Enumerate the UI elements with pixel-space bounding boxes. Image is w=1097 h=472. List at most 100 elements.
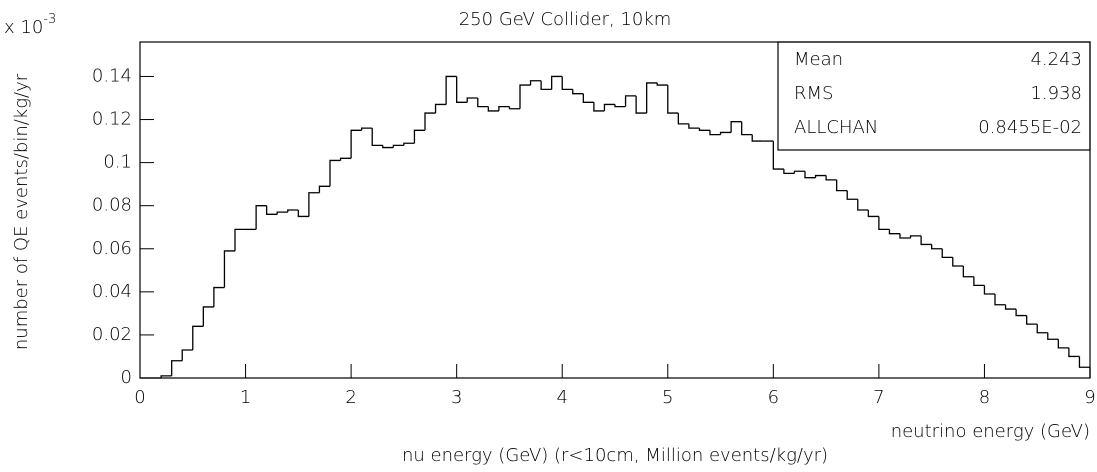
histogram-bin <box>952 257 964 267</box>
x-tick-label: 4 <box>556 387 567 408</box>
chart-title: 250 GeV Collider, 10km <box>459 9 672 30</box>
histogram-bin <box>1057 339 1069 349</box>
histogram-bin <box>624 95 637 107</box>
stats-value: 1.938 <box>1030 83 1082 104</box>
y-tick-label: 0.06 <box>92 238 132 259</box>
stats-value: 0.8455E-02 <box>978 117 1082 138</box>
histogram-bin <box>192 325 204 350</box>
y-multiplier: x 10-3 <box>4 12 56 39</box>
x-tick-label: 8 <box>979 387 990 408</box>
y-tick-label: 0.1 <box>103 152 132 173</box>
histogram-bin <box>456 76 468 103</box>
histogram-bin <box>1004 304 1017 310</box>
histogram-bin <box>529 80 542 86</box>
histogram-bin <box>593 102 605 112</box>
histogram-bin <box>561 76 573 91</box>
histogram-bin <box>1078 356 1091 378</box>
histogram-bin <box>994 294 1006 306</box>
histogram-bin <box>266 205 278 215</box>
x-tick-label: 0 <box>134 387 145 408</box>
histogram-bin <box>234 228 246 251</box>
x-tick-label: 9 <box>1084 387 1095 408</box>
histogram-bin <box>698 128 710 131</box>
histogram-bin <box>371 128 383 147</box>
histogram-bin <box>878 216 890 231</box>
histogram-bin <box>572 89 584 95</box>
stats-value: 4.243 <box>1030 49 1082 70</box>
histogram-bin <box>719 131 732 135</box>
histogram-bin <box>413 129 425 144</box>
x-tick-label: 7 <box>873 387 884 408</box>
histogram-bin <box>519 84 531 109</box>
histogram-bin <box>181 349 193 361</box>
histogram-bin <box>540 80 552 91</box>
y-axis-label: number of QE events/bin/kg/yr <box>11 73 32 350</box>
histogram-bin <box>171 360 183 376</box>
histogram-bin <box>329 159 341 187</box>
x-tick-label: 6 <box>768 387 779 408</box>
histogram-bin <box>403 142 415 146</box>
histogram-bin <box>223 250 235 288</box>
stats-label: Mean <box>794 49 843 70</box>
histogram-bin <box>297 210 309 218</box>
histogram-bin <box>688 123 700 129</box>
plot-frame <box>139 41 1091 379</box>
histogram-bin <box>888 229 900 235</box>
histogram-bin <box>1015 309 1027 317</box>
histogram-bin <box>899 233 911 239</box>
histogram-bin <box>202 306 214 327</box>
histogram-bin <box>603 103 615 111</box>
histogram-bin <box>350 129 362 159</box>
histogram-bin <box>836 179 848 192</box>
histogram-bin <box>498 105 510 111</box>
histogram-bin <box>477 98 489 108</box>
histogram-bin <box>1026 315 1038 325</box>
histogram-bin <box>814 174 827 178</box>
x-tick-label: 1 <box>240 387 251 408</box>
histogram-bin <box>445 75 457 105</box>
histogram-bin <box>677 113 689 125</box>
histogram-bin <box>382 145 394 149</box>
stats-label: ALLCHAN <box>794 117 878 138</box>
histogram-bin <box>867 210 879 218</box>
histogram-bin <box>772 141 784 170</box>
histogram-bin <box>287 209 299 213</box>
histogram-bin <box>741 121 753 136</box>
histogram-bin <box>825 175 837 181</box>
histogram-bin <box>308 192 320 217</box>
y-tick-label: 0.08 <box>92 195 132 216</box>
histogram-bin <box>962 266 974 278</box>
histogram-bin <box>656 82 668 86</box>
histogram-bin <box>255 205 267 230</box>
histogram-bin <box>909 235 922 238</box>
histogram-bin <box>804 171 816 179</box>
y-multiplier-exponent: -3 <box>43 12 56 27</box>
y-tick-label: 0.12 <box>92 109 132 130</box>
histogram-bin <box>1036 324 1048 334</box>
histogram-bin <box>434 103 447 114</box>
histogram-bin <box>213 286 225 307</box>
x-tick-label: 5 <box>662 387 673 408</box>
histogram-bin <box>361 127 373 131</box>
stats-box <box>777 41 1091 151</box>
histogram-bin <box>846 190 858 200</box>
caption: nu energy (GeV) (r<10cm, Million events/… <box>402 445 828 466</box>
histogram-bin <box>1068 347 1080 358</box>
histogram-bin <box>424 112 436 131</box>
histogram-bin <box>508 106 520 110</box>
histogram-bin <box>857 199 869 211</box>
y-tick-label: 0.04 <box>92 281 132 302</box>
histogram-bin <box>931 244 943 250</box>
histogram-bin <box>646 82 658 114</box>
y-tick-label: 0 <box>121 367 132 388</box>
histogram-bin <box>276 211 288 215</box>
histogram-bin <box>730 121 742 133</box>
histogram-bin <box>783 169 795 175</box>
histogram-bin <box>751 134 763 142</box>
histogram-bin <box>160 375 172 378</box>
y-tick-label: 0.02 <box>92 324 132 345</box>
histogram-bin <box>551 75 563 90</box>
histogram-bin <box>973 276 985 287</box>
y-multiplier-base: x 10 <box>4 17 43 38</box>
